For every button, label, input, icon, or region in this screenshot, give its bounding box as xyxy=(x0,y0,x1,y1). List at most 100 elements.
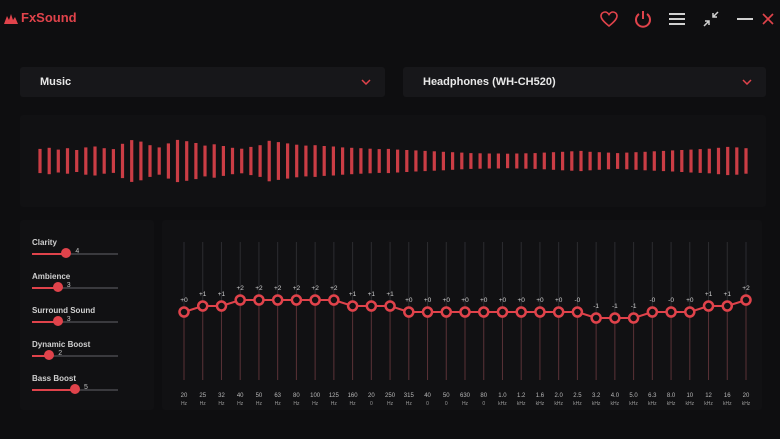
visualizer-bar xyxy=(726,146,730,176)
eq-frequency-label: 6.3 xyxy=(648,393,657,399)
equalizer-graph: +0 20 Hz +1 25 Hz +1 32 Hz +2 40 Hz +2 50 Hz +2 63 Hz +2 80… xyxy=(178,242,752,407)
visualizer-bar xyxy=(716,147,721,175)
preset-dropdown[interactable]: Music xyxy=(20,67,385,97)
eq-band-handle[interactable] xyxy=(234,294,246,306)
eq-band-handle[interactable] xyxy=(290,294,303,306)
visualizer-bar xyxy=(469,153,473,169)
visualizer-bar xyxy=(496,153,500,169)
slider-thumb[interactable] xyxy=(44,350,55,360)
visualizer-bar xyxy=(295,144,299,178)
slider-thumb[interactable] xyxy=(52,316,63,326)
eq-band-handle[interactable] xyxy=(365,300,378,312)
slider-track[interactable] xyxy=(32,350,118,360)
effect-slider[interactable]: Dynamic Boost 2 xyxy=(32,340,142,360)
visualizer-bar xyxy=(744,148,748,174)
eq-frequency-label: 63 xyxy=(274,393,281,399)
visualizer-bar xyxy=(625,152,629,170)
eq-band-handle[interactable] xyxy=(328,294,340,306)
output-device-dropdown[interactable]: Headphones (WH-CH520) xyxy=(403,67,766,97)
eq-band-handle[interactable] xyxy=(702,300,715,312)
eq-frequency-label: 3.2 xyxy=(592,393,601,399)
eq-band-handle[interactable] xyxy=(253,294,265,306)
minimize-icon[interactable] xyxy=(728,8,762,30)
eq-band-handle[interactable] xyxy=(721,300,734,312)
visualizer-bar xyxy=(148,145,152,177)
equalizer-panel: +0 20 Hz +1 25 Hz +1 32 Hz +2 40 Hz +2 50 Hz +2 63 Hz +2 80… xyxy=(162,220,762,410)
eq-frequency-label: 16 xyxy=(724,393,731,399)
slider-thumb[interactable] xyxy=(70,384,80,394)
slider-track[interactable] xyxy=(32,384,118,394)
eq-frequency-unit: Hz xyxy=(200,401,207,407)
visualizer-bar xyxy=(267,140,271,182)
menu-icon[interactable] xyxy=(660,8,694,30)
eq-band-handle[interactable] xyxy=(178,306,190,318)
effect-label: Dynamic Boost xyxy=(32,340,91,349)
eq-frequency-unit: kHz xyxy=(536,401,545,407)
eq-frequency-label: 160 xyxy=(348,393,359,399)
eq-band-handle[interactable] xyxy=(196,300,209,312)
eq-frequency-label: 40 xyxy=(424,393,431,399)
eq-band-handle[interactable] xyxy=(403,306,415,318)
audio-visualizer xyxy=(20,115,766,207)
eq-frequency-label: 32 xyxy=(218,393,225,399)
eq-band-handle[interactable] xyxy=(215,300,228,312)
slider-thumb[interactable] xyxy=(61,248,72,258)
eq-band-handle[interactable] xyxy=(515,306,527,318)
eq-band-handle[interactable] xyxy=(627,312,640,324)
effect-slider[interactable]: Surround Sound 3 xyxy=(32,306,142,326)
heart-icon[interactable] xyxy=(592,8,626,30)
close-icon[interactable] xyxy=(762,8,780,30)
visualizer-bar xyxy=(588,151,592,171)
visualizer-bar xyxy=(579,150,583,172)
slider-thumb[interactable] xyxy=(52,282,63,292)
eq-band-handle[interactable] xyxy=(384,300,396,312)
eq-band-handle[interactable] xyxy=(552,306,565,318)
eq-frequency-unit: kHz xyxy=(611,401,620,407)
eq-gain-label: +2 xyxy=(742,285,750,292)
eq-band-handle[interactable] xyxy=(346,300,359,312)
eq-band-handle[interactable] xyxy=(459,306,471,318)
eq-band-handle[interactable] xyxy=(571,306,584,318)
chevron-down-icon xyxy=(361,79,371,85)
eq-band-handle[interactable] xyxy=(309,294,321,306)
minimize-view-icon[interactable] xyxy=(694,8,728,30)
effect-slider[interactable]: Clarity 4 xyxy=(32,238,142,258)
eq-frequency-unit: Hz xyxy=(312,401,319,407)
power-icon[interactable] xyxy=(626,8,660,30)
eq-band-handle[interactable] xyxy=(477,306,490,318)
eq-gain-label: +0 xyxy=(424,297,432,304)
eq-band-handle[interactable] xyxy=(665,306,677,318)
slider-value: 3 xyxy=(66,316,71,323)
eq-band-handle[interactable] xyxy=(496,306,509,318)
eq-band-handle[interactable] xyxy=(421,306,434,318)
visualizer-bar xyxy=(102,148,106,174)
slider-track[interactable] xyxy=(32,248,118,258)
visualizer-bar xyxy=(258,145,262,177)
eq-band-handle[interactable] xyxy=(271,294,284,306)
visualizer-bar xyxy=(331,146,335,176)
visualizer-bar xyxy=(515,153,519,169)
visualizer-bar xyxy=(185,141,189,181)
effect-slider[interactable]: Ambience 3 xyxy=(32,272,142,292)
eq-frequency-label: 4.0 xyxy=(611,393,620,399)
eq-band-handle[interactable] xyxy=(740,294,752,306)
visualizer-bar xyxy=(533,153,537,169)
visualizer-bar xyxy=(203,145,207,177)
visualizer-bar xyxy=(405,150,409,172)
slider-fill xyxy=(32,355,50,357)
eq-band-handle[interactable] xyxy=(646,306,659,318)
eq-gain-label: +0 xyxy=(517,297,525,304)
eq-band-handle[interactable] xyxy=(684,306,696,318)
visualizer-bar xyxy=(166,143,170,179)
eq-band-handle[interactable] xyxy=(440,306,453,318)
effect-slider[interactable]: Bass Boost 5 xyxy=(32,374,142,394)
eq-frequency-unit: kHz xyxy=(742,401,751,407)
eq-band-handle[interactable] xyxy=(590,312,602,324)
eq-frequency-unit: kHz xyxy=(554,401,563,407)
eq-band-handle[interactable] xyxy=(609,312,621,324)
title-bar: FxSound xyxy=(0,0,780,40)
slider-track[interactable] xyxy=(32,316,118,326)
eq-frequency-unit: Hz xyxy=(275,401,282,407)
slider-track[interactable] xyxy=(32,282,118,292)
eq-band-handle[interactable] xyxy=(534,306,546,318)
